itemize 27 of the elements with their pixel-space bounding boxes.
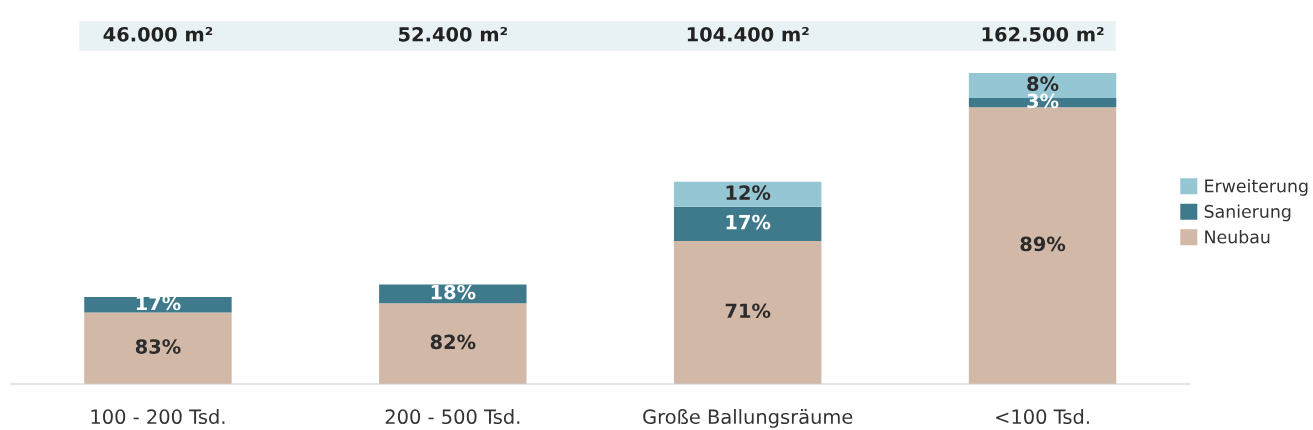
annotation: 17% — [726, 214, 771, 230]
annotation: 83% — [135, 339, 181, 354]
bar — [673, 240, 822, 384]
annotation: 18% — [431, 284, 476, 300]
annotation: 3% — [1027, 93, 1059, 109]
bar — [968, 107, 1117, 384]
annotation: 8% — [1027, 76, 1059, 92]
text: 162.500 m² — [982, 26, 1104, 42]
text: 52.400 m² — [399, 26, 508, 42]
x-tick-label: 200 - 500 Tsd. — [385, 409, 520, 425]
text: 46.000 m² — [103, 26, 213, 42]
legend-label: Neubau — [1205, 230, 1270, 244]
bar — [379, 284, 527, 304]
x-tick-label: Große Ballungsräume — [643, 409, 853, 428]
legend-label: Sanierung — [1204, 204, 1291, 222]
bar — [673, 181, 822, 207]
bar — [84, 312, 232, 384]
annotation: 82% — [430, 334, 476, 350]
text: 104.400 m² — [687, 26, 809, 42]
annotation: 71% — [725, 303, 771, 319]
legend-label: Erweiterung — [1205, 179, 1308, 196]
bar — [379, 303, 527, 384]
annotation: 12% — [726, 185, 771, 200]
annotation: 89% — [1020, 236, 1066, 252]
x-tick-label: <100 Tsd. — [996, 409, 1089, 425]
bar — [673, 206, 822, 241]
x-tick-label: 100 - 200 Tsd. — [91, 409, 225, 425]
